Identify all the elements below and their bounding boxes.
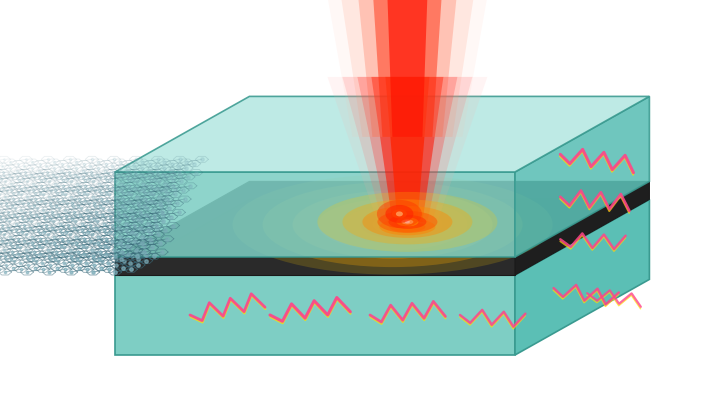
Ellipse shape [382, 220, 404, 230]
Ellipse shape [262, 182, 523, 267]
Ellipse shape [343, 200, 472, 244]
Ellipse shape [397, 224, 417, 230]
Ellipse shape [293, 191, 493, 259]
Polygon shape [115, 275, 515, 355]
Polygon shape [317, 0, 498, 137]
Polygon shape [115, 97, 649, 172]
Polygon shape [115, 172, 515, 257]
Ellipse shape [378, 211, 437, 233]
Polygon shape [327, 77, 488, 222]
Ellipse shape [388, 215, 427, 229]
Ellipse shape [405, 220, 410, 223]
Polygon shape [115, 200, 649, 275]
Polygon shape [353, 0, 462, 137]
Ellipse shape [232, 175, 552, 275]
Ellipse shape [373, 217, 412, 233]
Ellipse shape [360, 212, 425, 238]
Polygon shape [358, 77, 457, 222]
Polygon shape [371, 77, 444, 222]
Polygon shape [515, 200, 649, 355]
Polygon shape [515, 97, 649, 257]
Polygon shape [115, 181, 649, 257]
Ellipse shape [317, 192, 498, 252]
Ellipse shape [402, 219, 413, 224]
Ellipse shape [387, 222, 397, 227]
Ellipse shape [385, 205, 413, 223]
Polygon shape [385, 0, 429, 137]
Ellipse shape [380, 218, 435, 235]
Ellipse shape [343, 206, 443, 244]
Polygon shape [115, 257, 515, 275]
Ellipse shape [363, 206, 452, 238]
Ellipse shape [392, 210, 407, 218]
Ellipse shape [397, 218, 418, 226]
Ellipse shape [396, 211, 403, 216]
Polygon shape [385, 77, 429, 222]
Polygon shape [343, 77, 472, 222]
Ellipse shape [318, 199, 468, 251]
Ellipse shape [377, 200, 422, 228]
Polygon shape [515, 181, 649, 275]
Polygon shape [333, 0, 482, 137]
Ellipse shape [390, 221, 425, 232]
Polygon shape [370, 0, 445, 137]
